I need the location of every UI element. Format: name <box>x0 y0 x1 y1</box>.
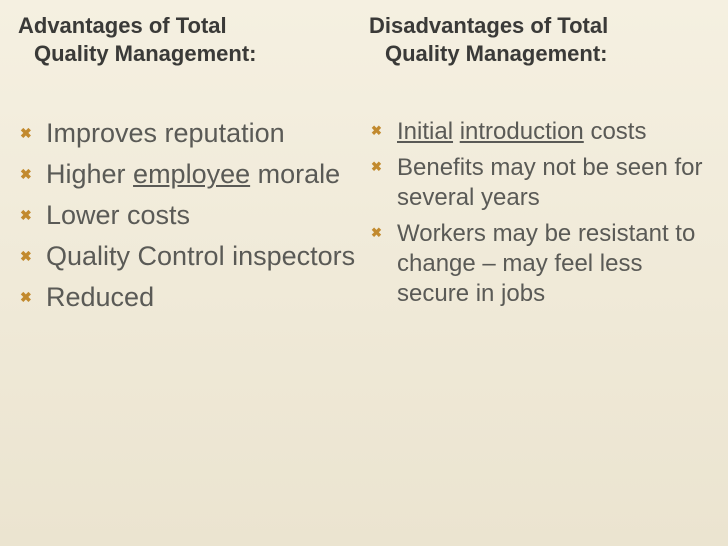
advantages-list: Improves reputation Higher employee mora… <box>18 117 359 314</box>
list-item: Quality Control inspectors <box>18 240 359 273</box>
item-text: Workers may be resistant to change – may… <box>397 220 695 307</box>
advantages-heading: Advantages of Total Quality Management: <box>18 12 359 67</box>
item-text: Lower costs <box>46 200 190 230</box>
list-item: Initial introduction costs <box>369 117 710 147</box>
introduction-link[interactable]: introduction <box>460 118 584 145</box>
item-text: Benefits may not be seen for several yea… <box>397 154 703 211</box>
list-item: Reduced <box>18 281 359 314</box>
item-text: Quality Control inspectors <box>46 241 355 271</box>
item-text: costs <box>584 118 647 145</box>
list-item: Higher employee morale <box>18 158 359 191</box>
heading-line2: Quality Management: <box>18 40 359 68</box>
item-text: Reduced <box>46 282 154 312</box>
heading-line1: Disadvantages of Total <box>369 12 710 40</box>
right-column: Disadvantages of Total Quality Managemen… <box>369 0 728 546</box>
list-item: Improves reputation <box>18 117 359 150</box>
list-item: Lower costs <box>18 199 359 232</box>
heading-line1: Advantages of Total <box>18 12 359 40</box>
item-text: Improves reputation <box>46 118 285 148</box>
initial-link[interactable]: Initial <box>397 118 453 145</box>
employee-link[interactable]: employee <box>133 159 250 189</box>
left-column: Advantages of Total Quality Management: … <box>0 0 369 546</box>
list-item: Benefits may not be seen for several yea… <box>369 153 710 213</box>
item-text <box>453 118 460 145</box>
slide: Advantages of Total Quality Management: … <box>0 0 728 546</box>
disadvantages-list: Initial introduction costs Benefits may … <box>369 117 710 309</box>
disadvantages-heading: Disadvantages of Total Quality Managemen… <box>369 12 710 67</box>
item-text: morale <box>250 159 340 189</box>
list-item: Workers may be resistant to change – may… <box>369 219 710 309</box>
heading-line2: Quality Management: <box>369 40 710 68</box>
item-text: Higher <box>46 159 133 189</box>
